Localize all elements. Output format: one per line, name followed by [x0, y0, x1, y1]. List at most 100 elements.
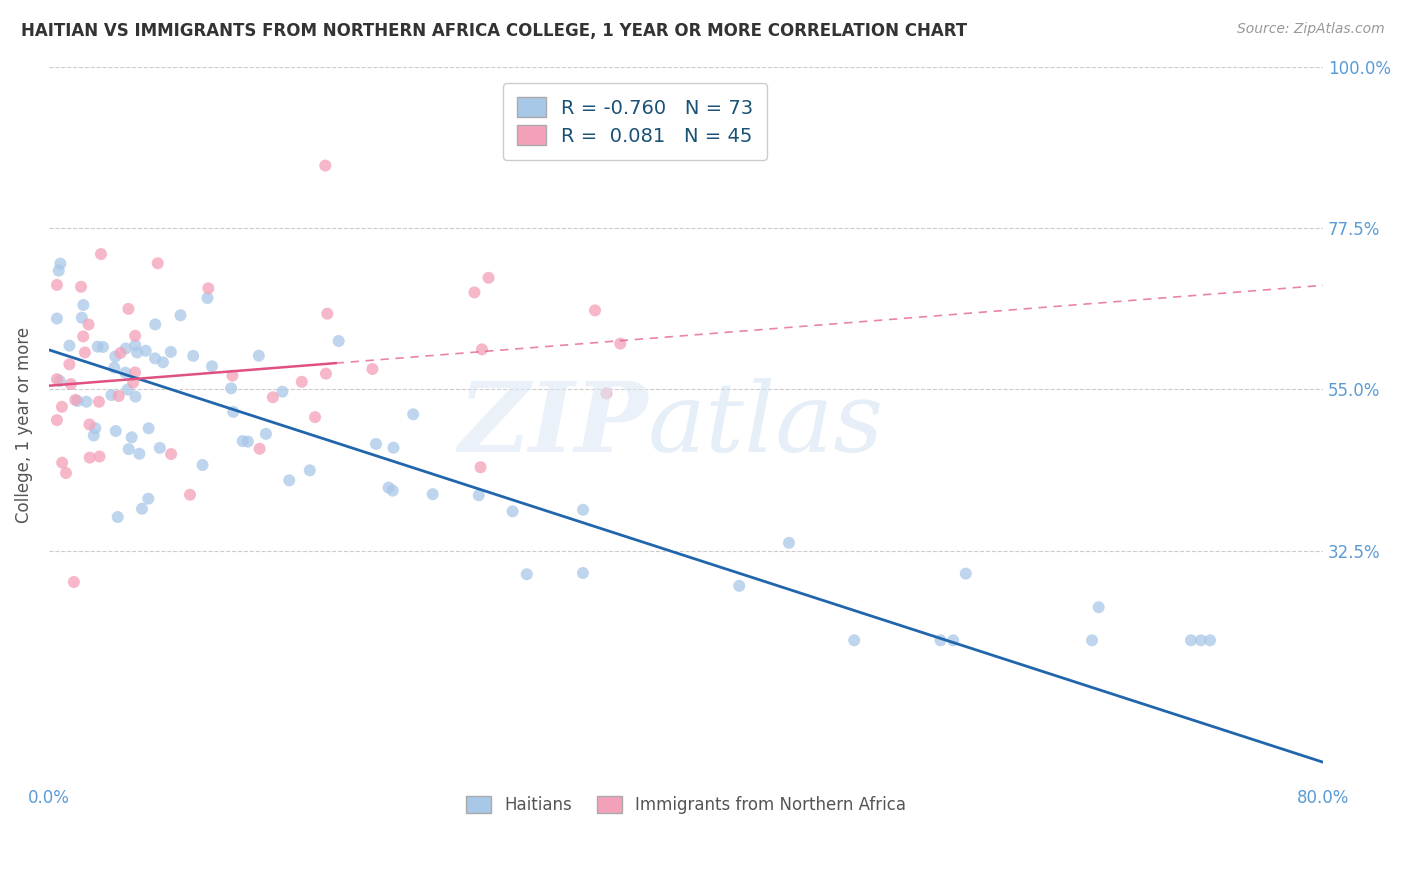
- Point: [83, 428, 105, 442]
- Point: [58, 338, 80, 352]
- Point: [291, 375, 314, 389]
- Point: [219, 381, 242, 395]
- Point: [73, 345, 96, 359]
- Point: [249, 442, 271, 456]
- Point: [72, 329, 94, 343]
- Point: [609, 336, 631, 351]
- Point: [471, 343, 494, 357]
- Point: [1087, 600, 1109, 615]
- Point: [191, 458, 214, 472]
- Point: [402, 407, 425, 421]
- Point: [262, 390, 284, 404]
- Point: [315, 367, 337, 381]
- Point: [70, 280, 93, 294]
- Text: HAITIAN VS IMMIGRANTS FROM NORTHERN AFRICA COLLEGE, 1 YEAR OR MORE CORRELATION C: HAITIAN VS IMMIGRANTS FROM NORTHERN AFRI…: [21, 22, 967, 40]
- Point: [247, 349, 270, 363]
- Point: [201, 359, 224, 374]
- Point: [477, 270, 499, 285]
- Point: [63, 574, 86, 589]
- Point: [77, 318, 100, 332]
- Point: [104, 424, 127, 438]
- Point: [236, 434, 259, 449]
- Point: [422, 487, 444, 501]
- Point: [49, 257, 72, 271]
- Point: [125, 345, 148, 359]
- Point: [942, 633, 965, 648]
- Point: [138, 421, 160, 435]
- Point: [179, 488, 201, 502]
- Point: [470, 460, 492, 475]
- Text: Source: ZipAtlas.com: Source: ZipAtlas.com: [1237, 22, 1385, 37]
- Point: [89, 450, 111, 464]
- Point: [160, 447, 183, 461]
- Point: [124, 365, 146, 379]
- Point: [59, 377, 82, 392]
- Legend: Haitians, Immigrants from Northern Africa: Haitians, Immigrants from Northern Afric…: [454, 784, 918, 826]
- Point: [76, 394, 98, 409]
- Point: [45, 277, 67, 292]
- Point: [45, 413, 67, 427]
- Point: [197, 281, 219, 295]
- Point: [181, 349, 204, 363]
- Point: [502, 504, 524, 518]
- Point: [304, 410, 326, 425]
- Point: [84, 421, 107, 435]
- Point: [48, 374, 70, 388]
- Point: [463, 285, 485, 300]
- Point: [328, 334, 350, 348]
- Point: [124, 390, 146, 404]
- Point: [278, 474, 301, 488]
- Point: [118, 442, 141, 457]
- Point: [149, 441, 172, 455]
- Point: [583, 303, 606, 318]
- Point: [128, 447, 150, 461]
- Point: [778, 536, 800, 550]
- Point: [107, 389, 129, 403]
- Point: [79, 450, 101, 465]
- Point: [955, 566, 977, 581]
- Point: [382, 441, 405, 455]
- Point: [298, 463, 321, 477]
- Point: [110, 346, 132, 360]
- Y-axis label: College, 1 year or more: College, 1 year or more: [15, 327, 32, 524]
- Point: [107, 510, 129, 524]
- Point: [271, 384, 294, 399]
- Point: [70, 310, 93, 325]
- Point: [572, 503, 595, 517]
- Point: [45, 311, 67, 326]
- Point: [51, 456, 73, 470]
- Point: [48, 263, 70, 277]
- Point: [361, 362, 384, 376]
- Point: [254, 426, 277, 441]
- Point: [51, 400, 73, 414]
- Point: [91, 340, 114, 354]
- Point: [844, 633, 866, 648]
- Point: [117, 301, 139, 316]
- Point: [103, 360, 125, 375]
- Point: [90, 247, 112, 261]
- Point: [117, 383, 139, 397]
- Point: [929, 633, 952, 648]
- Point: [135, 343, 157, 358]
- Point: [121, 430, 143, 444]
- Point: [152, 355, 174, 369]
- Point: [146, 256, 169, 270]
- Point: [381, 483, 404, 498]
- Point: [316, 307, 339, 321]
- Point: [1081, 633, 1104, 648]
- Point: [728, 579, 751, 593]
- Point: [72, 298, 94, 312]
- Point: [197, 291, 219, 305]
- Point: [131, 501, 153, 516]
- Point: [468, 488, 491, 502]
- Point: [104, 350, 127, 364]
- Point: [124, 328, 146, 343]
- Text: atlas: atlas: [648, 378, 884, 472]
- Point: [143, 351, 166, 366]
- Point: [516, 567, 538, 582]
- Point: [159, 344, 181, 359]
- Point: [169, 308, 191, 322]
- Point: [124, 338, 146, 352]
- Point: [87, 394, 110, 409]
- Point: [100, 388, 122, 402]
